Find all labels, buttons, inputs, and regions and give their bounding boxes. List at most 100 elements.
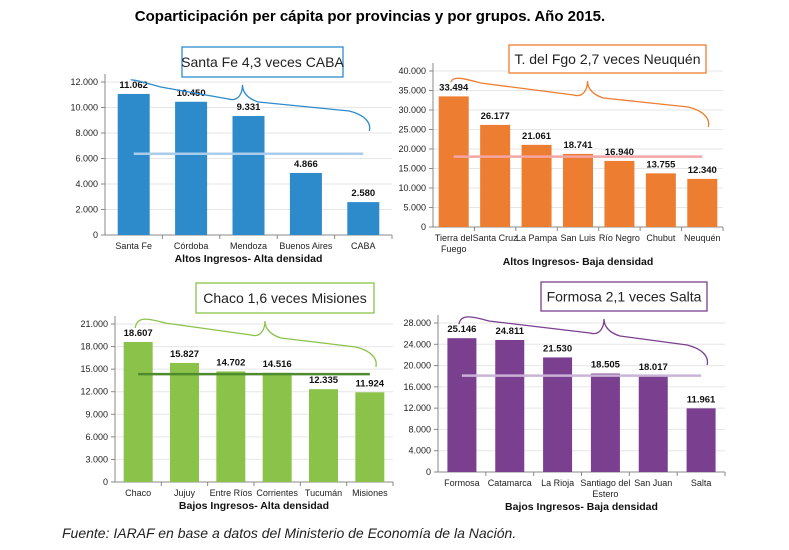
data-label: 21.530 <box>543 343 572 354</box>
y-tick-label: 0 <box>426 467 431 477</box>
annotation-box <box>540 281 708 312</box>
annotation-brace <box>130 79 371 132</box>
data-label: 15.827 <box>170 349 199 360</box>
bar <box>355 392 385 482</box>
annotation-text: Chaco 1,6 veces Misiones <box>203 290 366 306</box>
x-tick-label: Fuego <box>441 244 467 254</box>
y-tick-label: 25.000 <box>398 125 426 135</box>
x-tick-label: Tucumán <box>305 488 342 498</box>
y-tick-label: 6.000 <box>75 154 98 164</box>
x-tick-label: Santa Fe <box>115 241 152 251</box>
bar <box>686 408 716 472</box>
bar <box>117 93 150 235</box>
data-label: 18.741 <box>563 140 593 151</box>
annotation-brace <box>458 316 709 366</box>
y-tick-label: 21.000 <box>80 319 108 329</box>
data-label: 18.017 <box>639 362 668 373</box>
data-label: 18.607 <box>124 328 153 339</box>
bar <box>289 172 322 235</box>
y-tick-label: 12.000 <box>80 387 108 397</box>
data-label: 12.335 <box>309 375 339 386</box>
x-axis-title: Bajos Ingresos- Baja densidad <box>505 501 658 513</box>
y-tick-label: 40.000 <box>398 66 426 76</box>
y-tick-label: 9.000 <box>85 409 108 419</box>
x-tick-label: La Pampa <box>516 233 557 243</box>
x-tick-label: Corrientes <box>256 488 298 498</box>
x-tick-label: Jujuy <box>174 488 196 498</box>
annotation-text: Formosa 2,1 veces Salta <box>547 289 702 305</box>
y-tick-label: 35.000 <box>398 86 426 96</box>
data-label: 13.755 <box>646 159 676 170</box>
bar <box>495 339 525 472</box>
x-tick-label: Chubut <box>646 233 676 243</box>
y-tick-label: 4.000 <box>408 446 431 456</box>
annotation-box <box>181 46 344 78</box>
annotation-brace <box>134 318 377 368</box>
y-tick-label: 15.000 <box>398 164 426 174</box>
x-tick-label: Catamarca <box>488 478 532 488</box>
bar <box>216 371 246 482</box>
y-tick-label: 5.000 <box>403 203 426 213</box>
bar <box>687 178 718 227</box>
y-tick-label: 8.000 <box>75 128 98 138</box>
annotation-text: Santa Fe 4,3 veces CABA <box>181 54 344 70</box>
x-tick-label: San Juan <box>634 478 672 488</box>
data-label: 14.516 <box>263 359 292 370</box>
data-label: 21.061 <box>522 131 552 142</box>
x-tick-label: San Luis <box>560 233 596 243</box>
y-tick-label: 8.000 <box>408 424 431 434</box>
bar <box>590 373 620 472</box>
data-label: 25.146 <box>447 324 476 335</box>
bar <box>170 362 199 482</box>
bar <box>175 101 208 235</box>
bar <box>309 389 338 482</box>
x-tick-label: Entre Ríos <box>210 488 253 498</box>
source-note: Fuente: IARAF en base a datos del Minist… <box>62 525 517 541</box>
y-tick-label: 15.000 <box>80 364 108 374</box>
chart-2: 0 5.000 10.000 15.000 20.000 25.000 30.000 35.0… <box>398 44 724 268</box>
data-label: 12.340 <box>688 165 717 176</box>
data-label: 11.062 <box>119 80 148 91</box>
bar <box>262 372 292 482</box>
bar <box>521 144 552 227</box>
chart-3: 0 3.000 6.000 9.000 12.000 15.000 18.000 21.000… <box>80 282 394 512</box>
y-tick-label: 30.000 <box>398 105 426 115</box>
data-label: 10.450 <box>177 88 206 99</box>
y-tick-label: 0 <box>103 477 108 487</box>
x-axis-title: Altos Ingresos- Baja densidad <box>503 256 654 268</box>
annotation-box <box>508 44 707 74</box>
x-tick-label: Neuquén <box>684 233 721 243</box>
x-axis-title: Bajos Ingresos- Alta densidad <box>179 500 329 512</box>
data-label: 9.331 <box>237 102 261 113</box>
y-tick-label: 18.000 <box>80 342 108 352</box>
data-label: 18.505 <box>591 360 621 371</box>
chart-4: 0 4.000 8.000 12.000 16.000 20.000 24.000 28.00… <box>403 281 726 513</box>
annotation-text: T. del Fgo 2,7 veces Neuquén <box>514 51 700 67</box>
data-label: 2.580 <box>351 188 375 199</box>
data-label: 16.940 <box>605 147 634 158</box>
y-tick-label: 24.000 <box>403 339 431 349</box>
y-tick-label: 6.000 <box>85 432 108 442</box>
bar <box>563 153 593 227</box>
y-tick-label: 20.000 <box>398 144 426 154</box>
bar <box>645 173 676 227</box>
y-tick-label: 3.000 <box>85 454 108 464</box>
annotation-box <box>195 282 375 314</box>
y-tick-label: 16.000 <box>403 382 431 392</box>
data-label: 4.866 <box>294 159 318 170</box>
y-tick-label: 10.000 <box>70 103 98 113</box>
y-tick-label: 10.000 <box>398 183 426 193</box>
x-tick-label: Estero <box>592 489 618 499</box>
bar <box>123 342 153 482</box>
x-tick-label: Chaco <box>125 488 151 498</box>
x-tick-label: Misiones <box>352 488 388 498</box>
x-tick-label: Córdoba <box>174 241 209 251</box>
x-tick-label: Santa Cruz <box>473 233 519 243</box>
data-label: 26.177 <box>481 111 510 122</box>
chart-1: 0 2.000 4.000 6.000 8.000 10.000 12.000 11.062 S… <box>70 46 393 265</box>
y-tick-label: 20.000 <box>403 361 431 371</box>
x-tick-label: Río Negro <box>599 233 640 243</box>
x-tick-label: Mendoza <box>230 241 267 251</box>
x-tick-label: Salta <box>691 478 712 488</box>
